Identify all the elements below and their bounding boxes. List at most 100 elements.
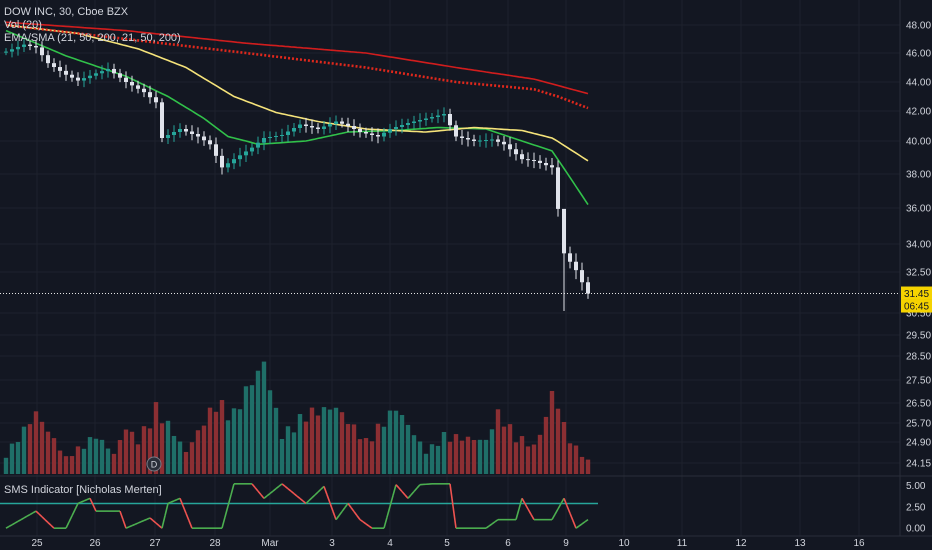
volume-bar bbox=[159, 423, 165, 474]
volume-bar bbox=[345, 424, 351, 474]
volume-bar bbox=[99, 439, 105, 474]
sms-line-segment bbox=[164, 503, 169, 516]
volume-bar bbox=[327, 409, 333, 474]
y-tick-label: 26.50 bbox=[906, 399, 931, 410]
sms-line-segment bbox=[17, 518, 22, 523]
volume-bar bbox=[573, 445, 579, 474]
volume-bar bbox=[333, 407, 339, 474]
candle-body bbox=[442, 114, 446, 116]
sms-line-segment bbox=[77, 501, 82, 505]
candle-body bbox=[100, 71, 104, 74]
sms-line-segment bbox=[23, 515, 28, 519]
candle-body bbox=[496, 139, 500, 142]
volume-bar bbox=[123, 429, 129, 474]
candle-body bbox=[22, 44, 26, 47]
sms-line-segment bbox=[35, 510, 40, 515]
candle-body bbox=[292, 128, 296, 132]
candle-body bbox=[190, 131, 194, 134]
sms-line-segment bbox=[86, 497, 91, 501]
x-tick-label: 9 bbox=[563, 538, 569, 549]
candle-body bbox=[232, 159, 236, 164]
sms-line-segment bbox=[302, 500, 307, 505]
sms-line-segment bbox=[89, 497, 94, 506]
sms-line-segment bbox=[266, 492, 271, 497]
sms-line-segment bbox=[5, 525, 10, 529]
volume-bar bbox=[243, 386, 249, 474]
candle-body bbox=[124, 77, 128, 82]
candle-body bbox=[322, 126, 326, 129]
ma-line-4 bbox=[5, 23, 589, 110]
volume-bar bbox=[249, 385, 255, 474]
y-tick-label: 29.50 bbox=[906, 331, 931, 342]
legend-volume: Vol (20) bbox=[4, 19, 42, 31]
candle-body bbox=[310, 126, 314, 128]
volume-bar bbox=[495, 409, 501, 474]
candle-body bbox=[400, 125, 404, 127]
volume-bar bbox=[585, 459, 591, 474]
countdown-tag bbox=[901, 299, 932, 313]
candle-body bbox=[370, 133, 374, 135]
volume-bar bbox=[507, 424, 513, 474]
sms-y-tick-label: 0.00 bbox=[906, 524, 926, 535]
sms-line-segment bbox=[29, 512, 34, 516]
sms-line-segment bbox=[140, 519, 145, 523]
y-tick-label: 40.00 bbox=[906, 137, 931, 148]
volume-bar bbox=[399, 415, 405, 474]
volume-bar bbox=[441, 432, 447, 474]
legend-ema: EMA/SMA (21, 50, 200, 21, 50, 200) bbox=[4, 32, 181, 44]
candle-body bbox=[40, 47, 44, 56]
sms-line-segment bbox=[287, 488, 292, 492]
x-tick-label: 12 bbox=[735, 538, 747, 549]
sms-line-segment bbox=[41, 516, 46, 521]
sms-line-segment bbox=[401, 490, 406, 496]
sms-line-segment bbox=[128, 524, 133, 528]
sms-line-segment bbox=[344, 502, 349, 508]
volume-bar bbox=[429, 444, 435, 474]
candle-body bbox=[16, 46, 20, 50]
candle-body bbox=[472, 139, 476, 141]
candle-body bbox=[298, 124, 302, 128]
candle-body bbox=[352, 126, 356, 129]
candle-body bbox=[424, 118, 428, 120]
volume-bar bbox=[477, 439, 483, 474]
sms-line-segment bbox=[296, 495, 301, 500]
sms-y-tick-label: 2.50 bbox=[906, 502, 926, 513]
dividend-marker bbox=[146, 456, 162, 472]
legend-symbol: DOW INC, 30, Cboe BZX bbox=[4, 6, 129, 18]
sms-line-segment bbox=[305, 500, 310, 505]
candle-body bbox=[490, 139, 494, 141]
sms-line-segment bbox=[125, 526, 130, 529]
candle-body bbox=[76, 77, 80, 81]
sms-line-segment bbox=[257, 490, 262, 496]
candle-body bbox=[28, 44, 32, 46]
candle-body bbox=[460, 136, 464, 138]
sms-line-segment bbox=[284, 485, 289, 490]
candle-body bbox=[280, 135, 284, 136]
volume-bar bbox=[315, 415, 321, 474]
volume-bar bbox=[255, 370, 261, 474]
sms-line-segment bbox=[578, 523, 583, 527]
sms-line-segment bbox=[416, 484, 421, 489]
sms-line-segment bbox=[323, 486, 328, 495]
candle-body bbox=[448, 114, 452, 126]
candle-body bbox=[346, 123, 350, 126]
sms-line-segment bbox=[188, 520, 193, 529]
volume-bar bbox=[189, 442, 195, 474]
sms-line-segment bbox=[311, 494, 316, 499]
volume-bar bbox=[531, 444, 537, 474]
candle-body bbox=[394, 127, 398, 129]
volume-bar bbox=[165, 420, 171, 474]
sms-line-segment bbox=[167, 501, 172, 505]
volume-bar bbox=[453, 434, 459, 474]
sms-line-segment bbox=[161, 515, 166, 529]
candle-body bbox=[466, 138, 470, 140]
candle-body bbox=[274, 136, 278, 137]
sms-line-segment bbox=[227, 494, 232, 507]
x-tick-label: 6 bbox=[505, 538, 511, 549]
volume-bar bbox=[261, 361, 267, 474]
sms-line-segment bbox=[230, 483, 235, 496]
volume-bar bbox=[213, 411, 219, 474]
volume-bar bbox=[69, 456, 75, 474]
